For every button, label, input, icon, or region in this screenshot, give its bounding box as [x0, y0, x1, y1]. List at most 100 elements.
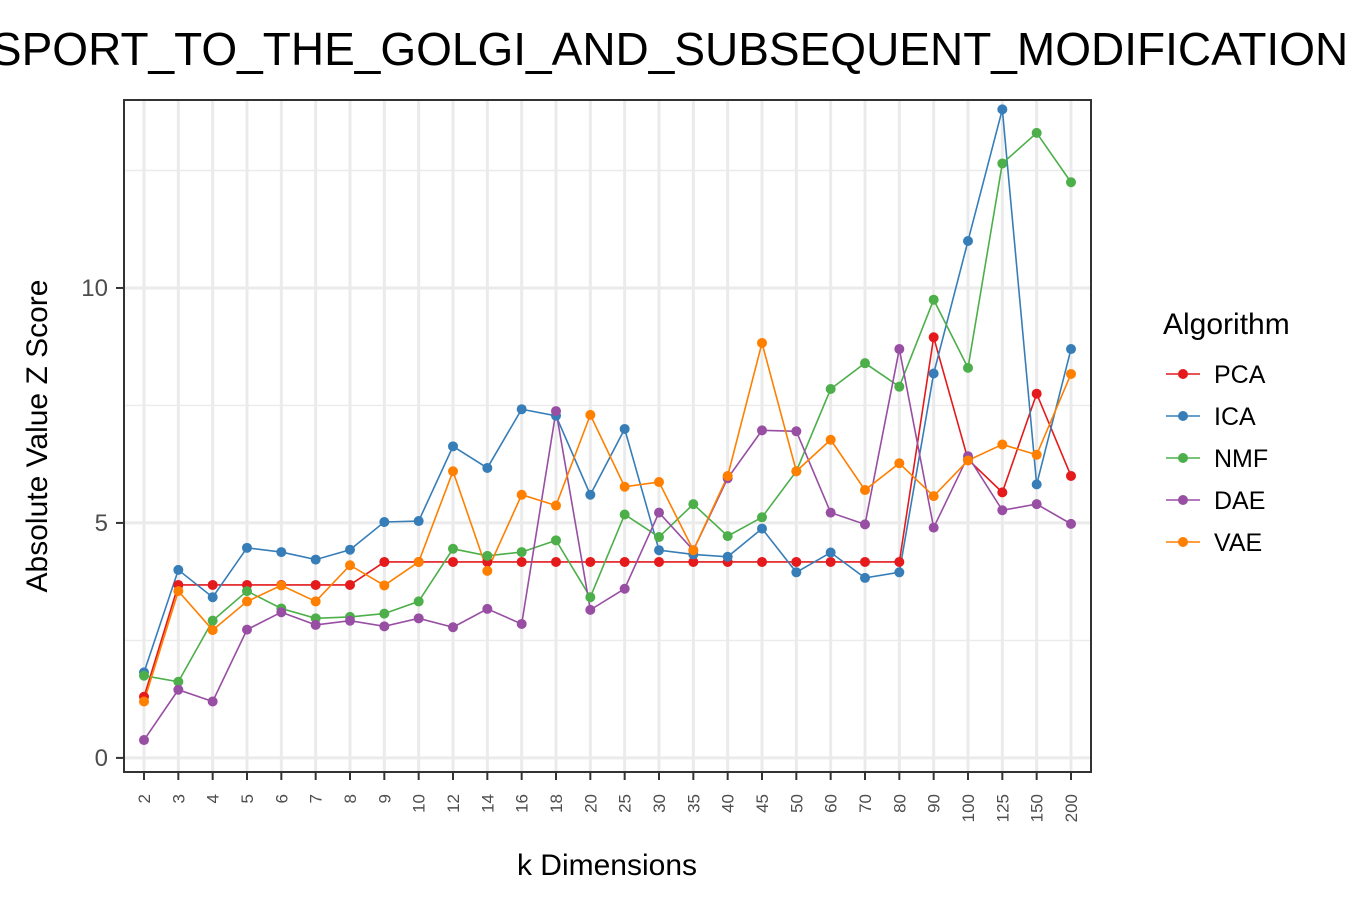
- data-point-nmf: [207, 615, 218, 626]
- data-point-ica: [173, 564, 184, 575]
- data-point-nmf: [1066, 177, 1076, 188]
- series-line-vae: [143, 339, 1072, 702]
- data-point-dae: [379, 621, 390, 632]
- data-point-pca: [345, 579, 355, 590]
- data-point-nmf: [516, 547, 527, 558]
- plot-panel: [124, 100, 1091, 772]
- data-point-vae: [379, 580, 390, 591]
- x-tick-label: 40: [719, 794, 738, 813]
- data-point-ica: [654, 545, 664, 556]
- data-point-ica: [791, 567, 802, 578]
- x-tick-label: 90: [925, 794, 944, 813]
- data-point-dae: [1066, 518, 1076, 529]
- data-point-dae: [825, 507, 836, 518]
- data-point-ica: [310, 554, 321, 565]
- x-tick-label: 100: [959, 794, 978, 822]
- series-line-dae: [143, 348, 1072, 741]
- data-point-nmf: [619, 509, 630, 520]
- y-axis-title: Absolute Value Z Score: [21, 280, 54, 593]
- data-point-vae: [242, 596, 252, 607]
- data-point-pca: [825, 556, 836, 567]
- data-point-vae: [894, 458, 905, 469]
- legend-label-vae: VAE: [1214, 529, 1262, 557]
- x-tick-label: 125: [993, 794, 1012, 822]
- data-point-pca: [379, 556, 390, 567]
- legend-label-ica: ICA: [1214, 403, 1256, 431]
- data-point-vae: [860, 485, 870, 496]
- data-point-pca: [448, 556, 458, 567]
- series-line-pca: [143, 337, 1072, 698]
- data-point-ica: [413, 516, 424, 527]
- data-point-nmf: [688, 499, 699, 510]
- data-point-vae: [448, 466, 458, 477]
- legend: Algorithm PCA ICA NMF DAE VAE: [1163, 308, 1290, 557]
- data-point-dae: [551, 406, 561, 417]
- data-point-ica: [757, 523, 767, 534]
- data-point-vae: [516, 489, 527, 500]
- data-point-ica: [997, 104, 1008, 115]
- x-tick-label: 25: [616, 794, 635, 813]
- x-tick-label: 2: [135, 794, 154, 803]
- data-point-dae: [654, 507, 664, 518]
- data-point-nmf: [825, 384, 836, 395]
- x-tick-label: 45: [753, 794, 772, 813]
- x-tick-label: 150: [1028, 794, 1047, 822]
- data-point-vae: [276, 580, 287, 591]
- data-point-pca: [207, 579, 218, 590]
- data-point-vae: [928, 491, 939, 502]
- data-point-dae: [1031, 499, 1042, 510]
- data-point-dae: [242, 624, 252, 635]
- data-point-nmf: [722, 531, 733, 542]
- data-point-ica: [860, 572, 870, 583]
- data-point-ica: [379, 517, 390, 527]
- data-point-ica: [619, 423, 630, 434]
- chart-title: TRANSPORT_TO_THE_GOLGI_AND_SUBSEQUENT_MO…: [0, 23, 1348, 75]
- series-points: [139, 104, 1076, 746]
- data-point-vae: [482, 565, 493, 576]
- data-point-dae: [482, 603, 493, 614]
- legend-key-point: [1178, 369, 1188, 379]
- legend-key-point: [1178, 537, 1188, 547]
- data-point-nmf: [928, 294, 939, 305]
- x-axis: 2 3 4 5 6 7 8 9 10 12 14 16 18 20 25 30 35 40 45 50 60 70 80 90…: [135, 772, 1081, 822]
- data-point-dae: [310, 619, 321, 630]
- data-point-ica: [585, 489, 596, 500]
- x-tick-label: 30: [650, 794, 669, 813]
- x-tick-label: 14: [478, 794, 497, 813]
- data-point-pca: [688, 556, 699, 567]
- data-point-vae: [619, 481, 630, 492]
- data-point-pca: [310, 579, 321, 590]
- data-point-ica: [242, 542, 252, 553]
- data-point-vae: [997, 439, 1008, 450]
- data-point-dae: [997, 505, 1008, 516]
- x-tick-label: 4: [204, 794, 223, 803]
- data-point-pca: [997, 487, 1008, 498]
- x-tick-label: 60: [822, 794, 841, 813]
- data-point-pca: [654, 556, 664, 567]
- data-point-pca: [585, 556, 596, 567]
- data-point-nmf: [997, 158, 1008, 169]
- data-point-ica: [1066, 344, 1076, 355]
- data-point-dae: [448, 622, 458, 633]
- data-point-nmf: [963, 362, 973, 373]
- data-point-pca: [791, 556, 802, 567]
- data-point-pca: [928, 332, 939, 343]
- legend-key-point: [1178, 453, 1188, 463]
- data-point-pca: [757, 556, 767, 567]
- data-point-vae: [310, 596, 321, 607]
- data-point-nmf: [1031, 127, 1042, 138]
- data-point-ica: [516, 404, 527, 415]
- data-point-pca: [619, 556, 630, 567]
- data-point-vae: [585, 409, 596, 420]
- data-point-pca: [551, 556, 561, 567]
- data-point-vae: [1066, 368, 1076, 379]
- y-tick-label: 5: [95, 510, 108, 537]
- data-point-nmf: [173, 676, 184, 687]
- series-line-ica: [143, 109, 1072, 673]
- data-point-ica: [928, 368, 939, 379]
- data-point-dae: [894, 344, 905, 355]
- data-point-dae: [413, 613, 424, 624]
- data-point-nmf: [482, 550, 493, 561]
- x-tick-label: 50: [787, 794, 806, 813]
